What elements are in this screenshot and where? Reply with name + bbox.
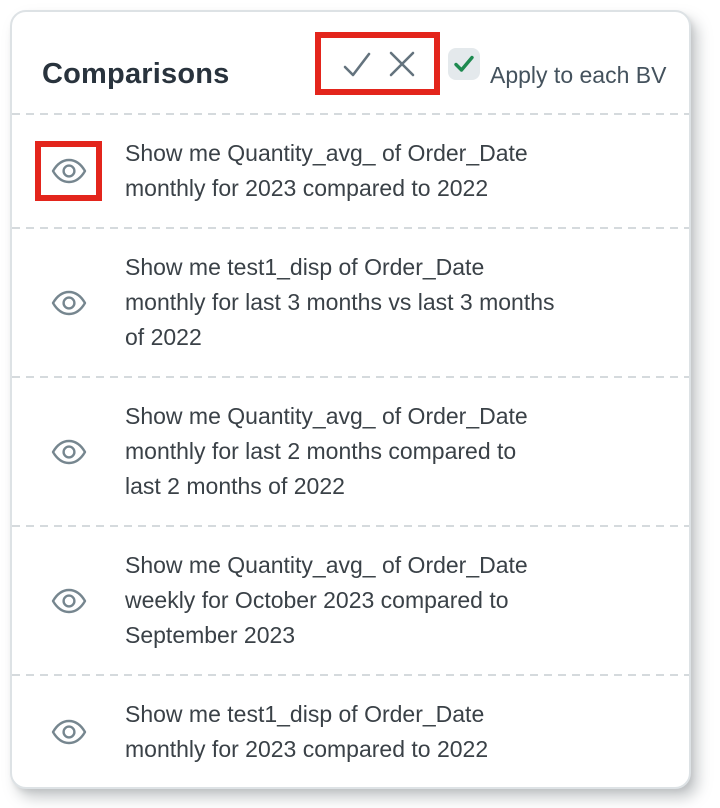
comparison-query: Show me test1_disp of Order_Date monthly…: [125, 254, 555, 350]
comparison-query: Show me test1_disp of Order_Date monthly…: [125, 701, 489, 762]
eye-icon-cell: [12, 289, 125, 317]
divider: [12, 113, 689, 115]
comparison-row[interactable]: Show me test1_disp of Order_Date monthly…: [12, 676, 689, 788]
comparisons-list: Show me Quantity_avg_ of Order_Date mont…: [12, 115, 689, 788]
annotation-box-header-actions: [315, 32, 440, 95]
panel-title: Comparisons: [42, 58, 230, 90]
eye-icon[interactable]: [51, 157, 87, 185]
apply-to-each-bv-label: Apply to each BV: [490, 62, 667, 88]
divider: [12, 376, 689, 378]
eye-icon[interactable]: [51, 438, 87, 466]
checkbox-check-icon: [452, 52, 476, 76]
divider: [12, 525, 689, 527]
eye-icon-cell: [12, 438, 125, 466]
check-icon: [339, 46, 375, 82]
comparison-row[interactable]: Show me Quantity_avg_ of Order_Date week…: [12, 527, 689, 674]
eye-icon-cell: [12, 141, 125, 201]
eye-icon[interactable]: [51, 718, 87, 746]
comparison-query: Show me Quantity_avg_ of Order_Date mont…: [125, 140, 528, 201]
comparison-row[interactable]: Show me test1_disp of Order_Date monthly…: [12, 229, 689, 376]
annotation-box-eye-icon: [35, 141, 102, 201]
comparisons-panel: Comparisons: [10, 10, 691, 789]
comparison-query: Show me Quantity_avg_ of Order_Date mont…: [125, 403, 528, 499]
eye-icon[interactable]: [51, 587, 87, 615]
divider: [12, 674, 689, 676]
confirm-button[interactable]: [339, 46, 375, 82]
divider: [12, 227, 689, 229]
eye-icon[interactable]: [51, 289, 87, 317]
comparison-row[interactable]: Show me Quantity_avg_ of Order_Date mont…: [12, 115, 689, 227]
comparison-query: Show me Quantity_avg_ of Order_Date week…: [125, 552, 528, 648]
apply-to-each-bv-checkbox[interactable]: [448, 48, 480, 80]
panel-header: Comparisons: [12, 12, 689, 113]
cancel-button[interactable]: [387, 49, 417, 79]
x-icon: [387, 49, 417, 79]
eye-icon-cell: [12, 718, 125, 746]
comparison-row[interactable]: Show me Quantity_avg_ of Order_Date mont…: [12, 378, 689, 525]
eye-icon-cell: [12, 587, 125, 615]
